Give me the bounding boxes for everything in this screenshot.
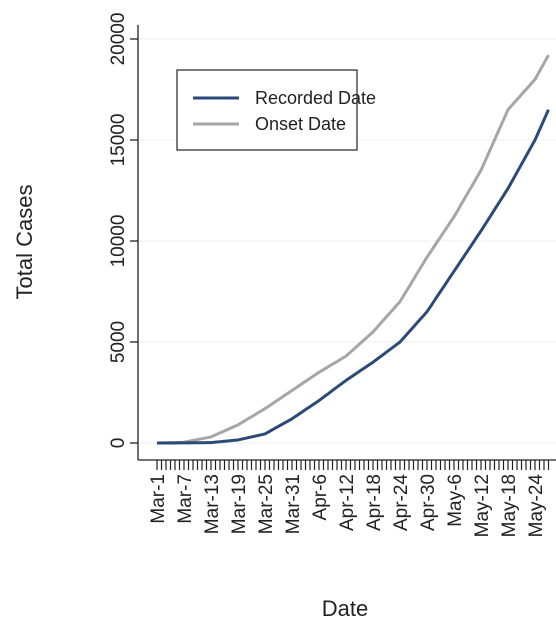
x-tick-label: May-6: [445, 474, 466, 527]
legend-label: Onset Date: [255, 114, 346, 134]
series-line: [156, 109, 550, 445]
x-tick-label: Mar-25: [256, 474, 277, 534]
x-tick-label: Apr-6: [310, 474, 331, 520]
legend-label: Recorded Date: [255, 88, 376, 108]
y-tick-label: 10000: [108, 215, 129, 268]
x-tick-label: Apr-18: [364, 474, 385, 531]
y-tick-label: 20000: [108, 13, 129, 66]
x-tick-label: Apr-24: [391, 474, 412, 531]
series-line: [156, 54, 550, 445]
x-tick-label: Mar-7: [175, 474, 196, 524]
y-axis-label: Total Cases: [12, 185, 37, 300]
x-tick-label: Mar-19: [229, 474, 250, 534]
y-tick-label: 15000: [108, 114, 129, 167]
x-tick-label: May-18: [499, 474, 520, 537]
x-tick-label: Apr-30: [418, 474, 439, 531]
y-tick-label: 0: [108, 438, 129, 449]
y-tick-label: 5000: [108, 321, 129, 363]
x-tick-label: Mar-31: [283, 474, 304, 534]
legend-box: [176, 69, 358, 151]
x-tick-label: May-24: [526, 474, 547, 538]
x-tick-label: Mar-1: [148, 474, 169, 524]
x-tick-label: Apr-12: [337, 474, 358, 531]
x-axis-label: Date: [322, 596, 368, 621]
x-tick-label: Mar-13: [202, 474, 223, 534]
x-tick-label: May-12: [472, 474, 493, 537]
